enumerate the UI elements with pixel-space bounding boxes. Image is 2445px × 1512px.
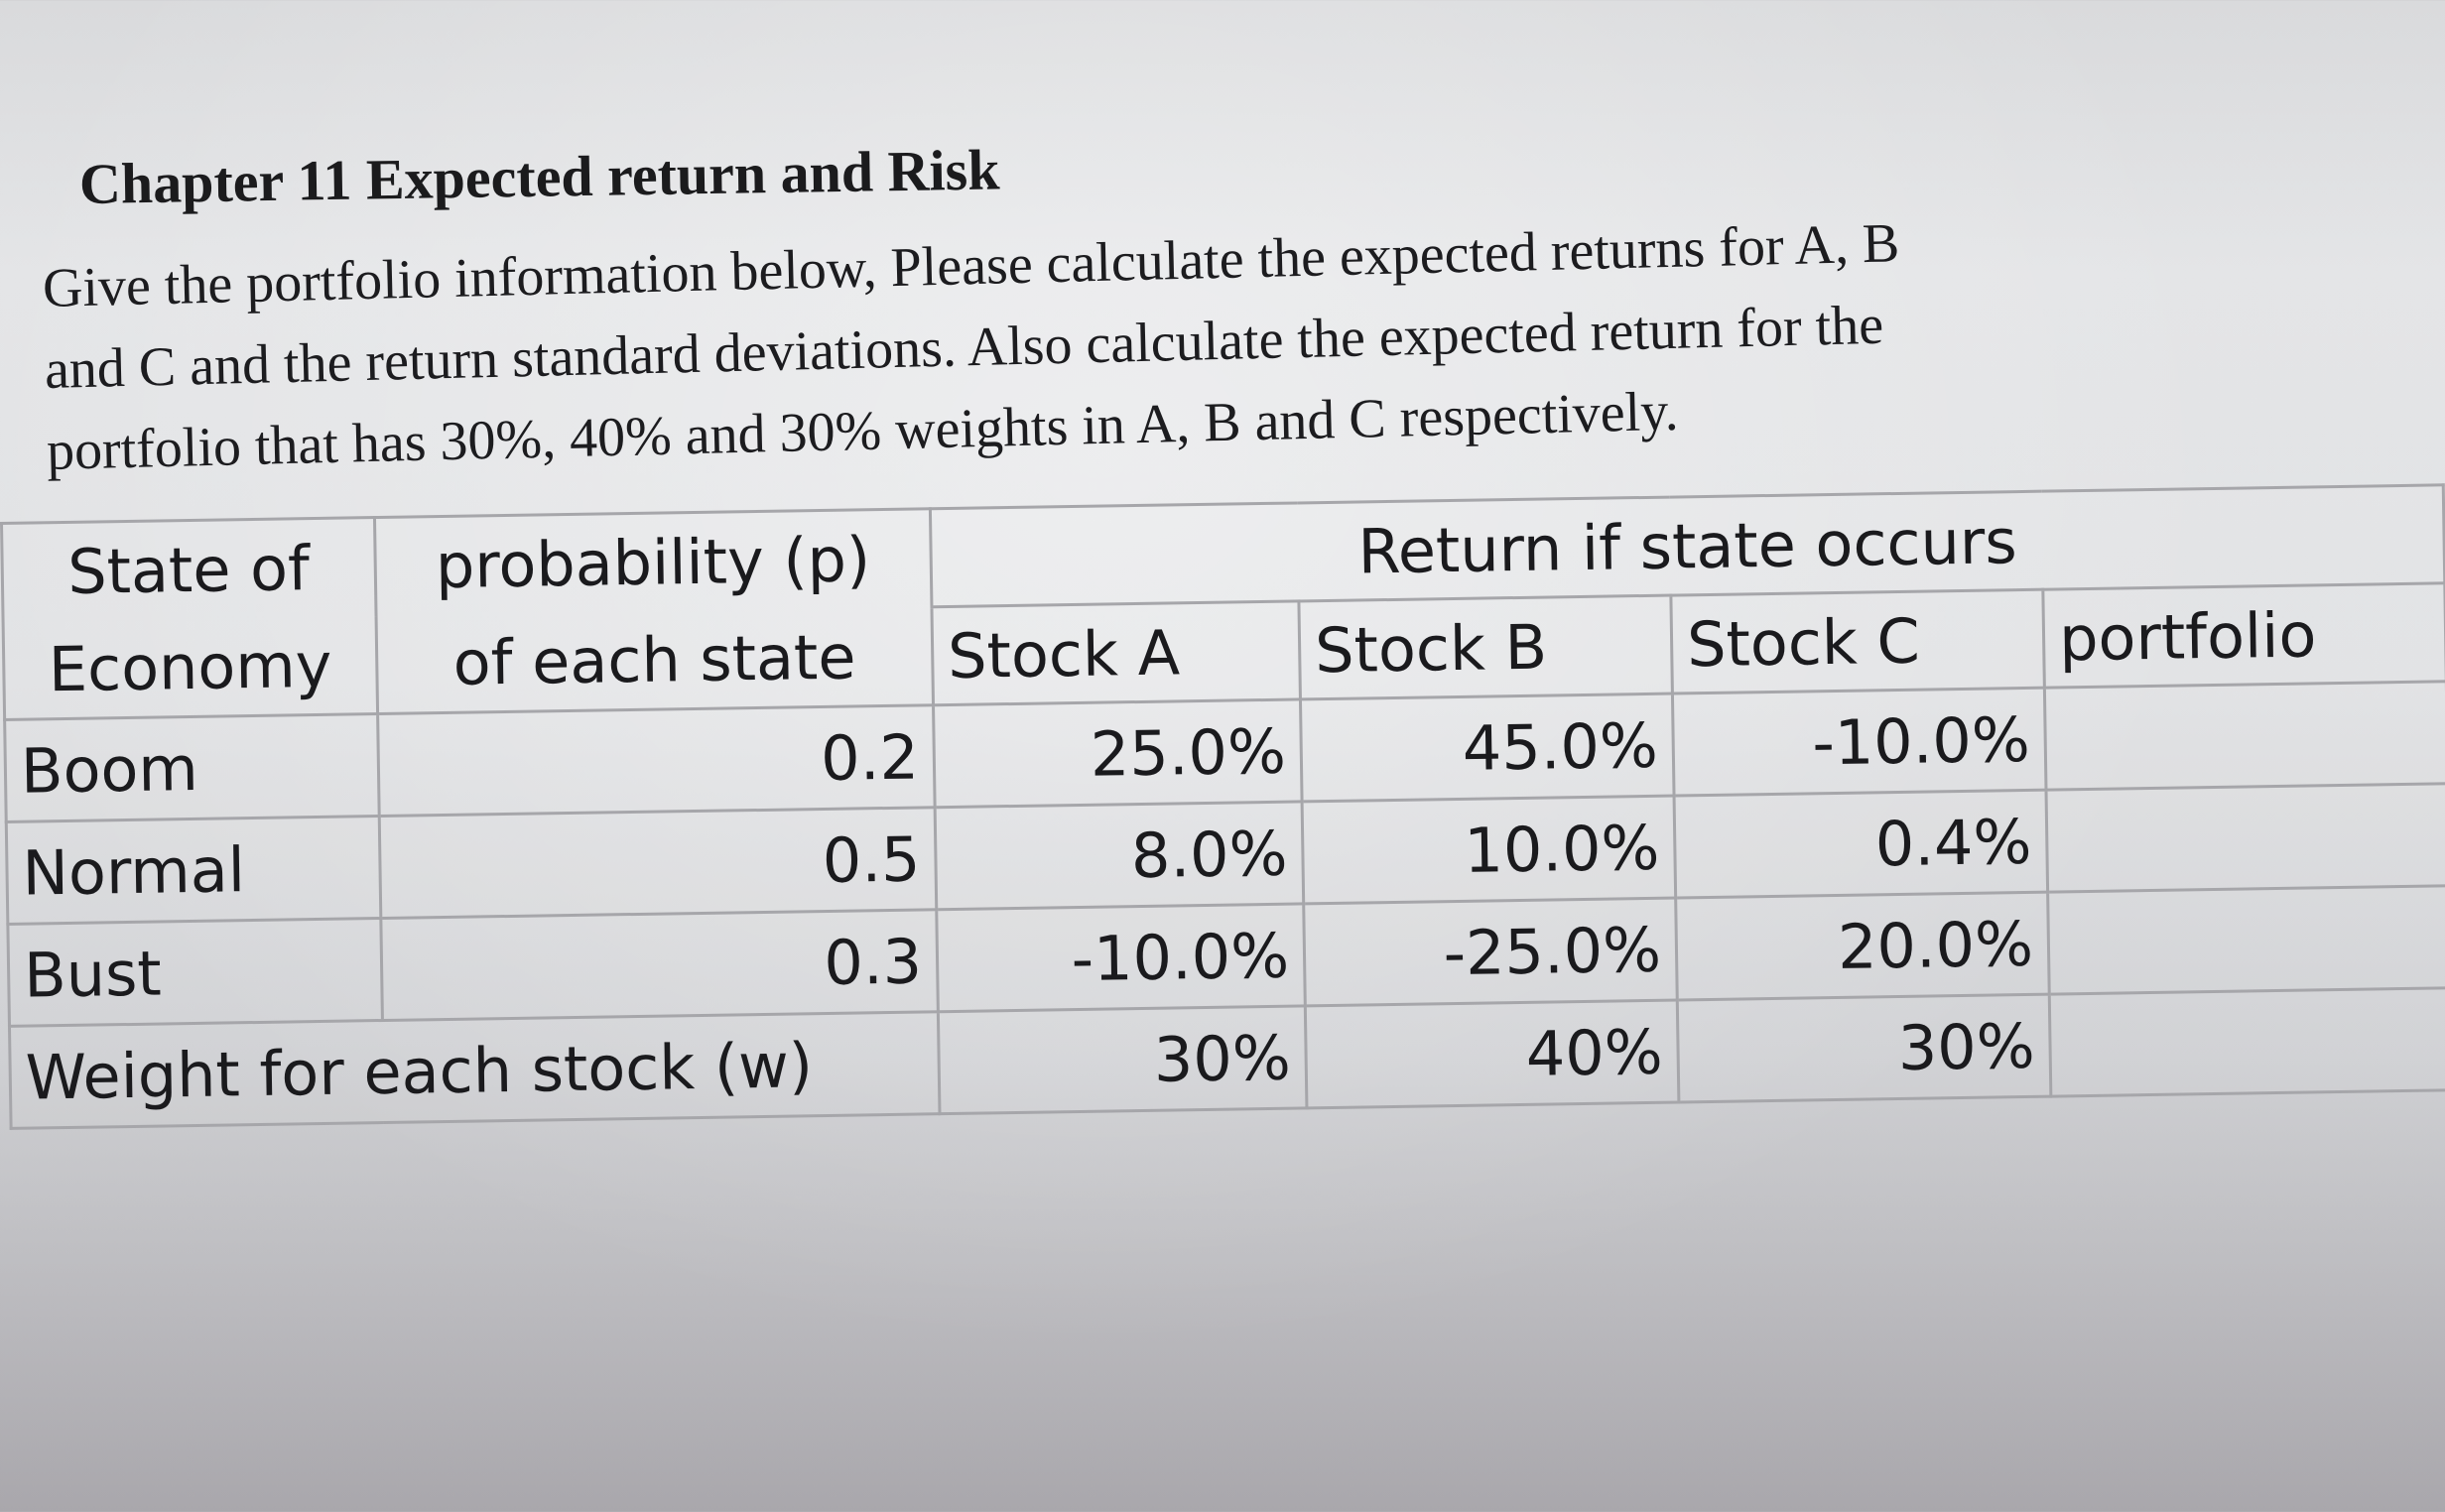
chapter-title: Chapter 11 Expected return and Risk [78, 137, 1000, 216]
state-cell: Normal [6, 816, 381, 925]
portfolio-header: portfolio [2042, 582, 2445, 689]
stock-b-cell: 45.0% [1300, 693, 1675, 802]
portfolio-cell[interactable] [2047, 885, 2445, 995]
weight-portfolio-cell[interactable] [2049, 987, 2445, 1097]
stock-a-cell: 8.0% [935, 801, 1304, 910]
stock-b-header: Stock B [1298, 595, 1673, 699]
stock-c-header: Stock C [1670, 589, 2045, 694]
probability-header-line2: of each state [375, 606, 934, 714]
stock-b-cell: 10.0% [1302, 796, 1676, 904]
instructions-paragraph: Give the portfolio information below, Pl… [42, 193, 2289, 492]
probability-cell: 0.5 [378, 807, 937, 919]
returns-table-wrapper: State of probability (p) Return if state… [0, 483, 2445, 1130]
state-header-line2: Economy [3, 615, 378, 720]
stock-a-cell: -10.0% [936, 903, 1306, 1012]
state-header-line1: State of [1, 517, 376, 622]
stock-b-cell: -25.0% [1303, 898, 1678, 1006]
probability-header-line1: probability (p) [374, 508, 932, 616]
returns-table: State of probability (p) Return if state… [0, 483, 2445, 1130]
state-cell: Bust [7, 918, 383, 1027]
probability-cell: 0.2 [377, 704, 936, 817]
weight-a-cell: 30% [938, 1005, 1307, 1114]
stock-c-cell: 0.4% [1674, 790, 2048, 899]
portfolio-cell[interactable] [2044, 681, 2445, 791]
weight-c-cell: 30% [1677, 994, 2051, 1102]
portfolio-cell[interactable] [2045, 783, 2445, 893]
stock-c-cell: -10.0% [1672, 688, 2046, 797]
stock-c-cell: 20.0% [1675, 892, 2050, 1001]
weight-label-cell: Weight for each stock (w) [9, 1011, 940, 1129]
weight-b-cell: 40% [1305, 1000, 1679, 1108]
stock-a-header: Stock A [931, 600, 1301, 705]
stock-a-cell: 25.0% [933, 698, 1303, 808]
state-cell: Boom [4, 713, 379, 822]
probability-cell: 0.3 [380, 909, 939, 1021]
